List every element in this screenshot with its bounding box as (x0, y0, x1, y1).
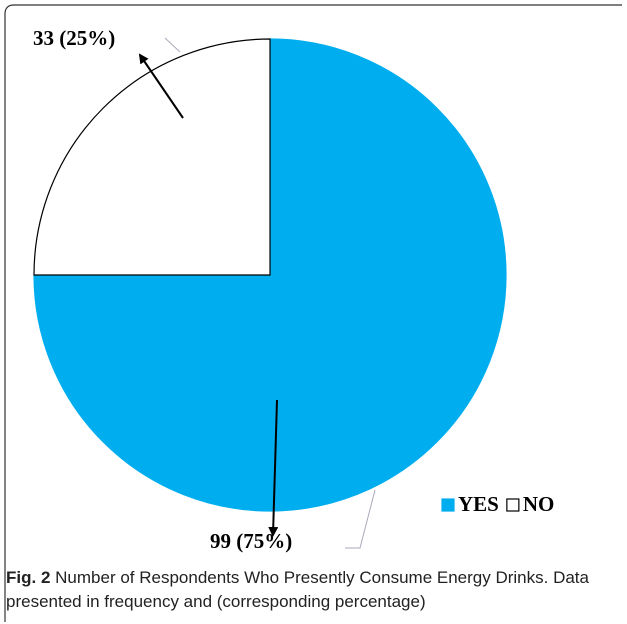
legend-label: YES (458, 492, 499, 516)
caption-text: Number of Respondents Who Presently Cons… (6, 568, 589, 611)
data-label: 33 (25%) (33, 26, 115, 50)
caption: Fig. 2 Number of Respondents Who Present… (6, 566, 621, 614)
legend-swatch (506, 498, 520, 512)
pie-slice (33, 38, 271, 276)
data-label: 99 (75%) (210, 529, 292, 553)
leader-line (164, 37, 181, 53)
frame (4, 4, 622, 622)
legend-swatch (441, 498, 455, 512)
label-arrow (138, 53, 184, 119)
leader-line (345, 489, 376, 549)
legend-label: NO (523, 492, 555, 516)
caption-label: Fig. 2 (6, 568, 51, 587)
label-arrow (268, 399, 279, 537)
